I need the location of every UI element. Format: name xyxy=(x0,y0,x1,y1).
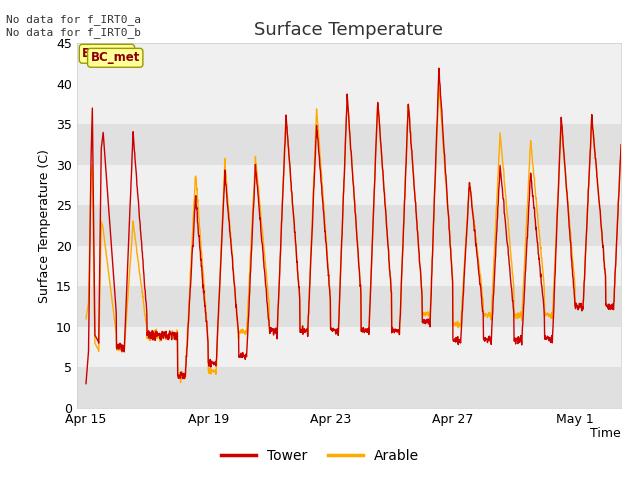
Bar xyxy=(77,368,621,408)
Title: Surface Temperature: Surface Temperature xyxy=(254,21,444,39)
Text: BC_met: BC_met xyxy=(90,51,140,64)
Bar xyxy=(77,246,621,287)
Bar xyxy=(77,43,621,84)
Y-axis label: Surface Temperature (C): Surface Temperature (C) xyxy=(38,149,51,302)
X-axis label: Time: Time xyxy=(590,427,621,440)
Bar xyxy=(77,84,621,124)
Text: No data for f_IRT0_a
No data for f_IRT0_b: No data for f_IRT0_a No data for f_IRT0_… xyxy=(6,14,141,38)
Bar xyxy=(77,287,621,327)
Bar xyxy=(77,165,621,205)
Text: BC_met: BC_met xyxy=(82,47,132,60)
Legend: Tower, Arable: Tower, Arable xyxy=(216,443,424,468)
Bar xyxy=(77,205,621,246)
Bar xyxy=(77,43,621,84)
Bar xyxy=(77,327,621,368)
Bar xyxy=(77,124,621,165)
